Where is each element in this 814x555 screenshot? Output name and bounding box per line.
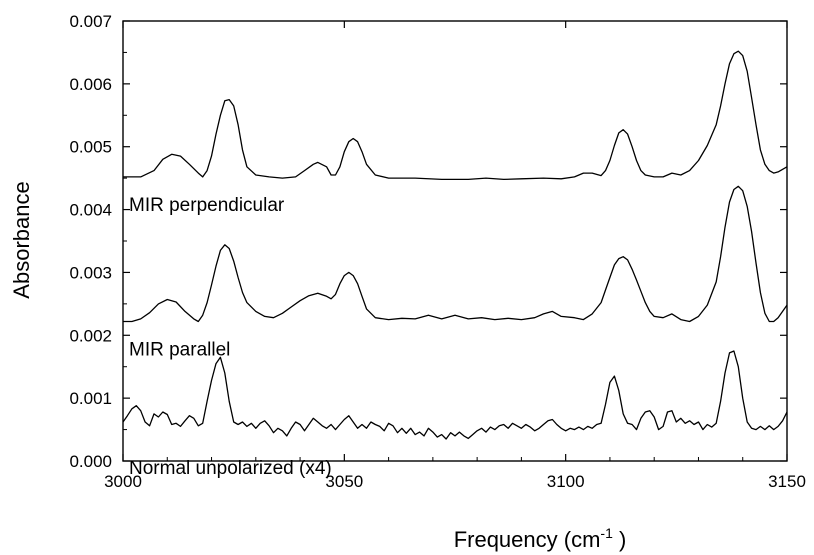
series-layer (122, 50, 788, 440)
y-tick-label: 0.003 (69, 263, 112, 282)
y-tick-label: 0.001 (69, 389, 112, 408)
series-label-2: MIR parallel (129, 339, 230, 360)
y-axis-title: Absorbance (9, 181, 34, 298)
x-tick-label: 3050 (325, 472, 363, 491)
x-axis-title: Frequency (cm-1 ) (454, 525, 627, 552)
y-tick-label: 0.004 (69, 201, 112, 220)
y-tick-label: 0.002 (69, 326, 112, 345)
y-tick-label: 0.000 (69, 452, 112, 471)
series-line-1 (123, 50, 788, 181)
series-label-layer: MIR perpendicular MIR parallel Normal unpo… (129, 195, 332, 479)
y-tick-label: 0.007 (69, 12, 112, 31)
y-tick-label: 0.006 (69, 75, 112, 94)
series-line-2 (123, 185, 788, 323)
x-axis-title-end: ) (613, 527, 626, 552)
x-tick-label: 3150 (768, 472, 806, 491)
x-axis-title-superscript: -1 (600, 525, 613, 541)
series-label-1: MIR perpendicular (129, 195, 285, 216)
x-tick-label: 3100 (547, 472, 585, 491)
y-tick-label: 0.005 (69, 138, 112, 157)
x-axis: 3000 3050 3100 3150 (104, 21, 806, 491)
y-axis: 0.000 0.001 0.002 0.003 0.004 0.005 0.006 0.007 (69, 12, 787, 471)
x-tick-label: 3000 (104, 472, 142, 491)
series-line-3 (122, 350, 788, 440)
x-axis-title-text: Frequency (cm (454, 527, 601, 552)
series-label-3: Normal unpolarized (x4) (129, 458, 332, 479)
plot-frame (122, 20, 788, 462)
